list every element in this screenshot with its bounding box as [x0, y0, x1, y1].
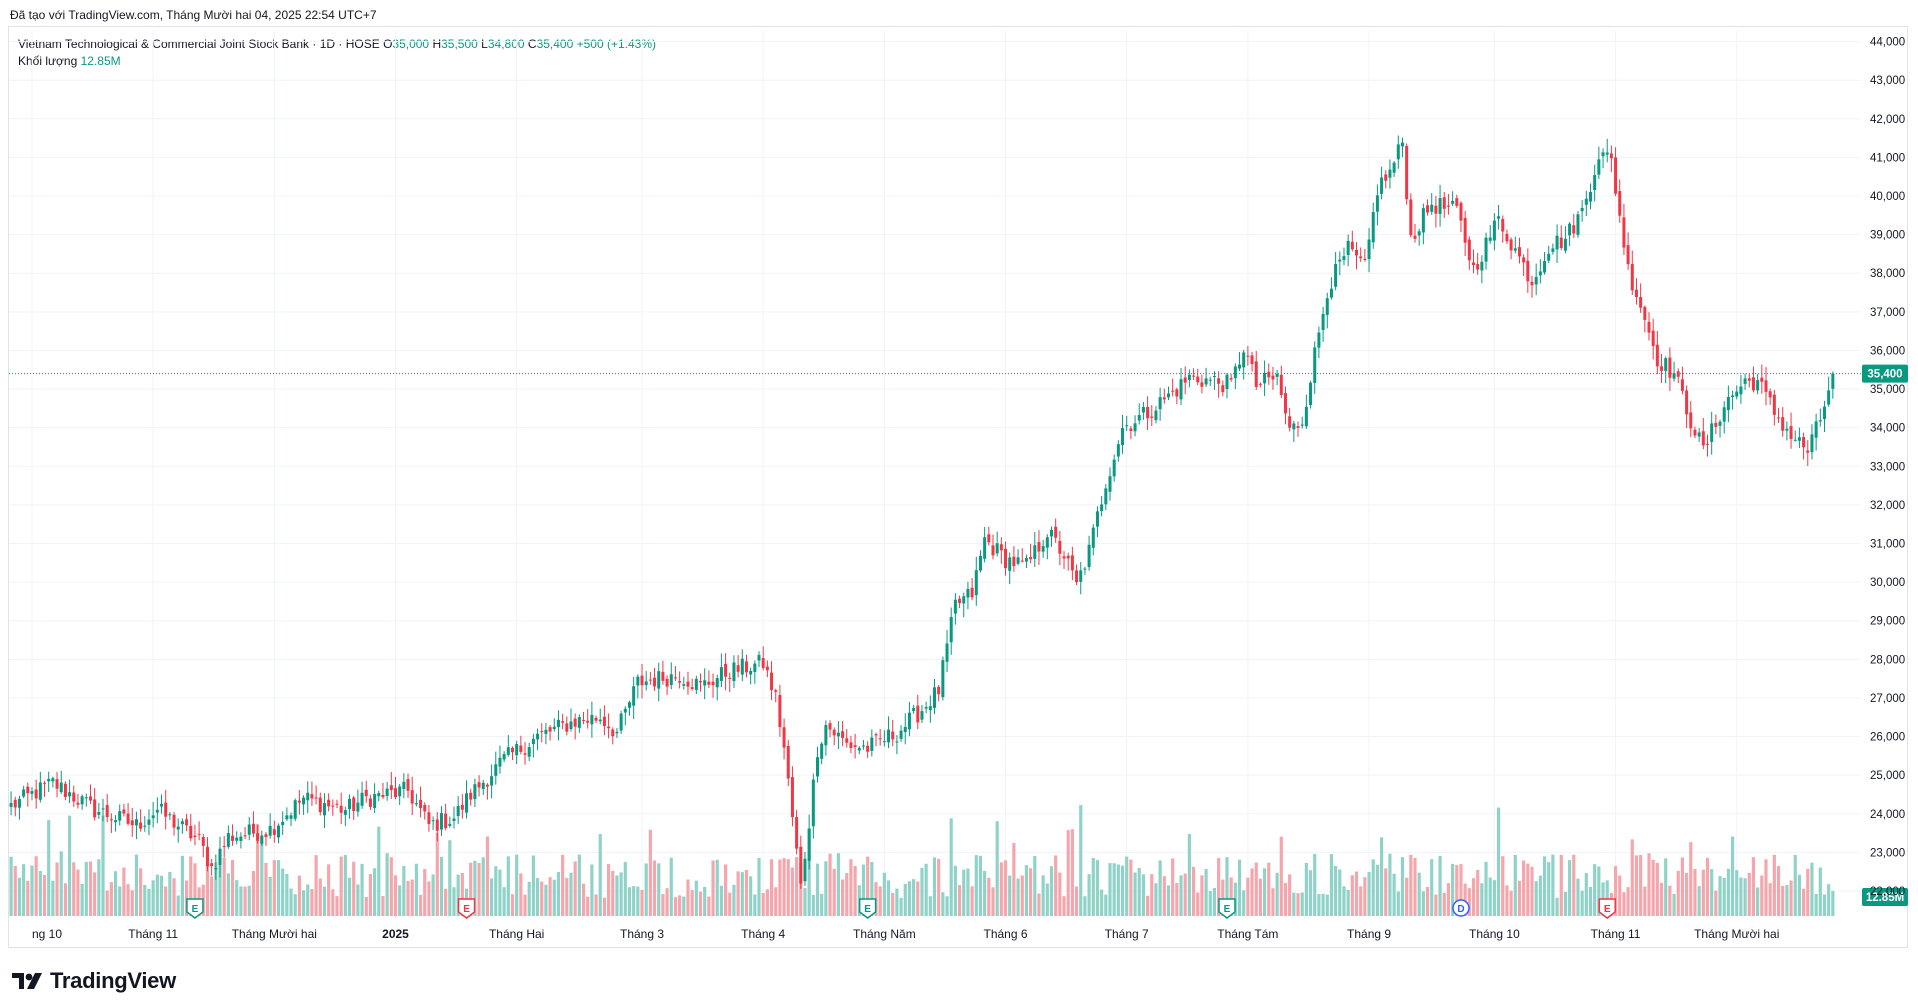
- legend-high-value: 35,500: [441, 37, 478, 51]
- chart-caption: Đã tạo với TradingView.com, Tháng Mười h…: [10, 8, 377, 22]
- legend-volume-row: Khối lượng 12.85M: [18, 53, 656, 70]
- legend-volume-value: 12.85M: [80, 54, 121, 68]
- legend-low-label: L: [481, 37, 488, 51]
- legend-ohlc-row: Vietnam Technological & Commercial Joint…: [18, 36, 656, 53]
- legend-symbol: Vietnam Technological & Commercial Joint…: [18, 37, 380, 51]
- legend-open-value: 35,000: [392, 37, 430, 51]
- legend-close-value: 35,400: [536, 37, 574, 51]
- chart-frame[interactable]: [8, 26, 1908, 948]
- tradingview-logo-icon: [12, 973, 42, 989]
- legend-open-label: O: [383, 37, 393, 51]
- tradingview-logo-text: TradingView: [50, 968, 176, 993]
- legend-change: +500 (+1.43%): [576, 37, 657, 51]
- chart-legend: Vietnam Technological & Commercial Joint…: [18, 36, 656, 70]
- legend-low-value: 34,800: [487, 37, 525, 51]
- tradingview-logo[interactable]: TradingView: [12, 968, 176, 994]
- legend-high-label: H: [432, 37, 442, 51]
- legend-close-label: C: [527, 37, 537, 51]
- legend-volume-label: Khối lượng: [18, 54, 78, 68]
